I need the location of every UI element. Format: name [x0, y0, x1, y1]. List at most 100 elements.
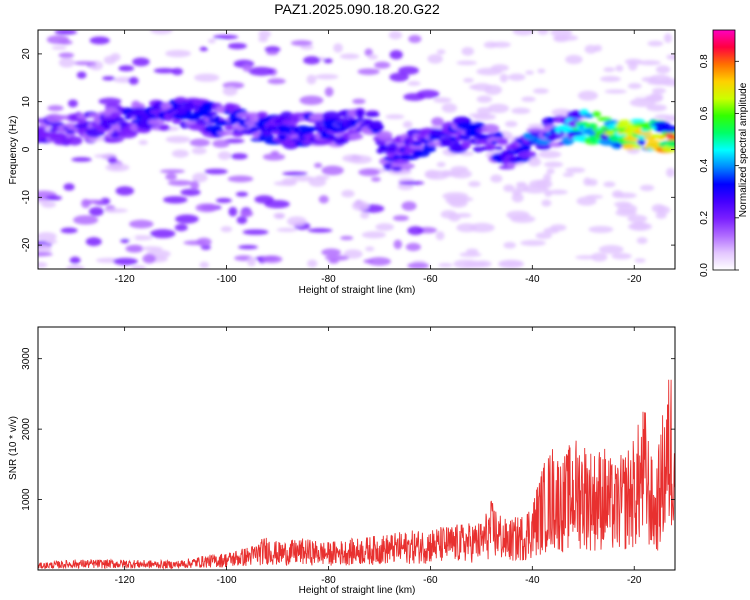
heatmap-ridge-blob [364, 112, 380, 117]
heatmap-ridge-core [392, 155, 401, 160]
heatmap-blob [321, 248, 341, 257]
heatmap-ridge-core [539, 139, 548, 144]
heatmap-blob [614, 201, 632, 208]
heatmap-blob [389, 72, 409, 82]
heatmap-blob [401, 201, 417, 211]
heatmap-blob [593, 44, 602, 52]
heatmap-blob [436, 49, 446, 55]
heatmap-blob [427, 54, 443, 64]
heatmap-blob [324, 87, 334, 97]
heatmap-blob [611, 252, 632, 260]
heatmap-blob [600, 75, 621, 82]
heatmap-ridge-blob [216, 130, 235, 136]
heatmap-blob [565, 167, 586, 173]
y-tick-label: 10 [21, 96, 32, 108]
heatmap-blob [242, 63, 252, 72]
heatmap-blob [190, 180, 200, 191]
heatmap-ridge-blob [597, 116, 613, 122]
heatmap-blob [347, 155, 373, 164]
heatmap-blob [603, 67, 615, 73]
colorbar-tick-label: 0.2 [699, 210, 710, 224]
heatmap-blob [261, 255, 283, 264]
heatmap-blob [527, 157, 542, 167]
heatmap-blob [204, 168, 228, 175]
x-tick-label: -80 [321, 575, 336, 586]
colorbar-tick-label: 0.4 [699, 158, 710, 172]
heatmap-ridge-blob [526, 127, 545, 133]
snr-panel: -120 -100 -80 -60 -40 -20 1000 2000 3000 Height … [8, 326, 676, 596]
y-tick-label: 1000 [21, 488, 32, 511]
heatmap-blob [270, 150, 280, 156]
heatmap-blob [128, 76, 139, 85]
heatmap-blob [58, 40, 73, 45]
heatmap-blob [227, 175, 254, 183]
heatmap-ridge-blob [158, 124, 170, 131]
heatmap-blob [461, 47, 475, 56]
heatmap-blob [576, 196, 597, 206]
heatmap-blob [46, 239, 58, 244]
heatmap-blob [577, 90, 598, 101]
heatmap-blob [71, 157, 92, 162]
heatmap-blob [262, 153, 286, 161]
heatmap-blob [212, 139, 230, 148]
heatmap-ridge-core [214, 115, 221, 120]
heatmap-blob [276, 227, 298, 232]
heatmap-ridge-blob [387, 142, 398, 153]
heatmap-blob [230, 153, 248, 160]
heatmap-blob [235, 191, 248, 197]
heatmap-blob [104, 208, 128, 213]
snr-ylabel: SNR (10 * v/v) [8, 416, 19, 480]
heatmap-blob [647, 40, 664, 47]
heatmap-blob [264, 199, 290, 209]
heatmap-blob [118, 65, 135, 72]
heatmap-blob [129, 219, 154, 229]
heatmap-ridge-blob [431, 117, 444, 126]
colorbar: 0.0 0.2 0.4 0.6 0.8 Normalized spectral ampl… [699, 29, 749, 277]
heatmap-blob [131, 265, 146, 269]
heatmap-blob [105, 163, 130, 172]
heatmap-blob [183, 240, 207, 246]
y-tick-label: 2000 [21, 418, 32, 441]
heatmap-blob [323, 58, 333, 64]
heatmap-blob [666, 54, 675, 60]
heatmap-blob [591, 252, 608, 262]
heatmap-blob [553, 34, 579, 42]
heatmap-ridge-blob [355, 109, 365, 119]
heatmap-ridge-core [412, 141, 423, 146]
heatmap-blob [343, 249, 363, 259]
heatmap-blob [76, 71, 87, 79]
heatmap-blob [385, 114, 405, 120]
heatmap-blob [374, 61, 391, 69]
heatmap-blob [165, 173, 177, 181]
heatmap-blob [392, 215, 409, 222]
heatmap-blob [476, 95, 493, 103]
heatmap-blob [503, 241, 517, 249]
heatmap-ridge-blob [660, 125, 675, 133]
heatmap-blob [512, 30, 535, 36]
heatmap-ridge-blob [409, 144, 425, 150]
heatmap-blob [583, 177, 592, 186]
heatmap-ridge-blob [665, 139, 675, 148]
heatmap-blob [125, 244, 144, 253]
heatmap-blob [367, 257, 391, 266]
heatmap-blob [215, 198, 232, 204]
heatmap-blob [273, 212, 286, 219]
heatmap-blob [165, 49, 192, 58]
heatmap-ridge-core [494, 146, 503, 151]
heatmap-ridge-core [114, 116, 125, 121]
heatmap-blob [333, 43, 343, 53]
heatmap-ridge-blob [616, 119, 634, 128]
heatmap-ridge-blob [110, 112, 121, 119]
heatmap-blob [132, 57, 150, 67]
heatmap-blob [490, 64, 509, 72]
heatmap-blob [645, 94, 663, 102]
heatmap-blob [45, 195, 63, 201]
heatmap-blob [436, 161, 446, 168]
heatmap-blob [138, 140, 148, 145]
spectrogram-xlabel: Height of straight line (km) [299, 285, 416, 296]
heatmap-blob [290, 40, 313, 46]
colorbar-gradient [712, 29, 736, 271]
heatmap-ridge-blob [497, 139, 509, 144]
heatmap-blob [321, 165, 344, 176]
